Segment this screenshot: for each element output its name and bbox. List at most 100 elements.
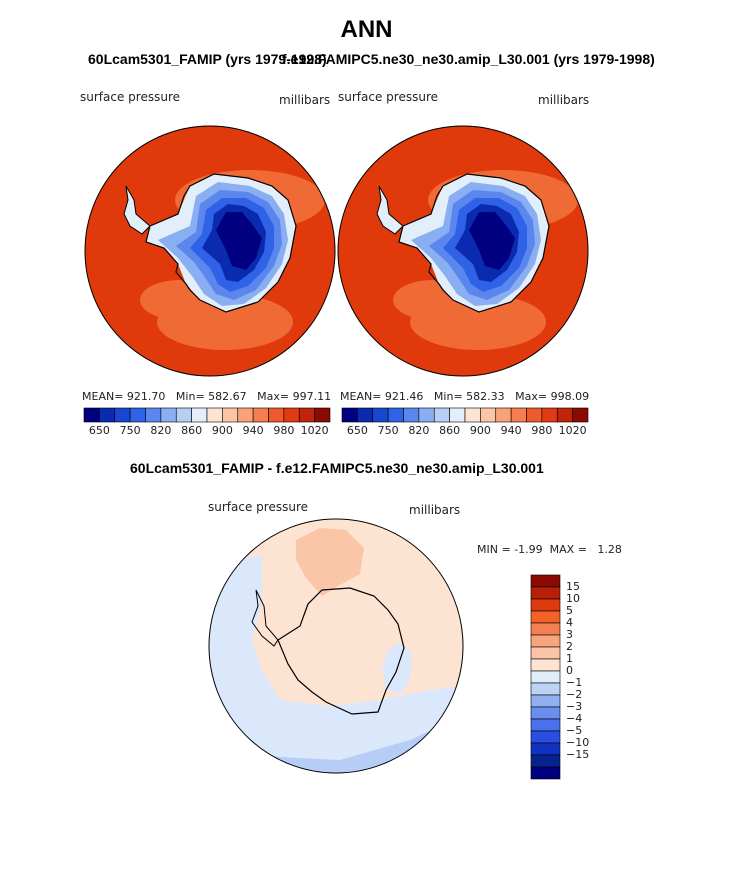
panel-1-units-label: millibars (279, 93, 331, 107)
colorbar-tick-label: 820 (408, 424, 430, 437)
colorbar-tick-label: 10 (566, 592, 580, 605)
colorbar-tick-label: 650 (346, 424, 368, 437)
colorbar-tick-label: 4 (566, 616, 573, 629)
colorbar-swatch (510, 407, 527, 423)
colorbar-tick-label: 750 (377, 424, 399, 437)
max-label: Max= (257, 390, 290, 403)
coastline (145, 173, 297, 313)
min-label: Min= (175, 390, 205, 403)
panel-2-variable-label: surface pressure (338, 90, 438, 104)
colorbar-swatch (530, 694, 561, 708)
colorbar-swatch (418, 407, 435, 423)
colorbar-swatch (530, 682, 561, 696)
colorbar-swatch (357, 407, 374, 423)
panel-1-stats: MEAN= 921.70 Min= 582.67 Max= 997.11 (82, 390, 331, 403)
continent-core (469, 212, 515, 270)
colorbar-tick-label: 1020 (558, 424, 587, 437)
max-value: 997.11 (292, 390, 332, 403)
colorbar-swatch (530, 658, 561, 672)
mean-label: MEAN= (82, 390, 124, 403)
panel-1-variable-label: surface pressure (80, 90, 180, 104)
panel-2-stats: MEAN= 921.46 Min= 582.33 Max= 998.09 (340, 390, 589, 403)
colorbar-swatch (530, 622, 561, 636)
colorbar-swatch (530, 706, 561, 720)
colorbar-panel-2 (341, 407, 589, 423)
colorbar-swatch (314, 407, 331, 423)
colorbar-swatch (449, 407, 466, 423)
colorbar-tick-label: 750 (119, 424, 141, 437)
peninsula-coastline (376, 185, 404, 235)
colorbar-tick-label: −1 (566, 676, 583, 689)
colorbar-tick-label: 820 (150, 424, 172, 437)
colorbar-tick-label: 5 (566, 604, 573, 617)
colorbar-swatch (530, 754, 561, 768)
colorbar-swatch (495, 407, 512, 423)
colorbar-tick-label: 940 (500, 424, 522, 437)
colorbar-swatch (268, 407, 285, 423)
colorbar-swatch (252, 407, 269, 423)
colorbar-swatch (530, 670, 561, 684)
panel-2-units-label: millibars (538, 93, 590, 107)
colorbar-swatch (530, 766, 561, 780)
colorbar-swatch (99, 407, 116, 423)
peninsula-coastline (251, 589, 279, 647)
colorbar-swatch (572, 407, 589, 423)
colorbar-swatch (556, 407, 573, 423)
min-value: 582.67 (208, 390, 247, 403)
diff-max-value: 1.28 (597, 543, 622, 556)
colorbar-swatch (129, 407, 146, 423)
coastline (277, 587, 405, 715)
colorbar-tick-label: 15 (566, 580, 580, 593)
mean-value: 921.70 (126, 390, 166, 403)
colorbar-swatch (298, 407, 315, 423)
colorbar-swatch (387, 407, 404, 423)
colorbar-swatch (283, 407, 300, 423)
colorbar-tick-label: 860 (439, 424, 461, 437)
colorbar-tick-label: 2 (566, 640, 573, 653)
colorbar-tick-label: 860 (181, 424, 203, 437)
max-label: Max= (515, 390, 548, 403)
colorbar-tick-label: −4 (566, 712, 583, 725)
colorbar-tick-label: −10 (566, 736, 590, 749)
diff-max-label: MAX = (549, 543, 587, 556)
colorbar-swatch (530, 730, 561, 744)
diff-case-title: 60Lcam5301_FAMIP - f.e12.FAMIPC5.ne30_ne… (130, 460, 544, 476)
colorbar-tick-label: 980 (273, 424, 295, 437)
colorbar-swatch (530, 718, 561, 732)
colorbar-tick-label: 3 (566, 628, 573, 641)
diff-negative-field (209, 556, 463, 773)
colorbar-tick-label: −5 (566, 724, 583, 737)
colorbar-swatch (530, 586, 561, 600)
min-value: 582.33 (466, 390, 505, 403)
colorbar-tick-label: −3 (566, 700, 583, 713)
colorbar-tick-label: 980 (531, 424, 553, 437)
figure-title: ANN (340, 16, 393, 43)
colorbar-panel-1 (83, 407, 331, 423)
colorbar-tick-label: −15 (566, 748, 590, 761)
colorbar-swatch (237, 407, 254, 423)
colorbar-swatch (206, 407, 223, 423)
colorbar-swatch (403, 407, 420, 423)
colorbar-swatch (530, 598, 561, 612)
diff-min-label: MIN = (477, 543, 511, 556)
colorbar-tick-label: 900 (469, 424, 491, 437)
colorbar-swatch (433, 407, 450, 423)
diff-min-value: -1.99 (514, 543, 543, 556)
colorbar-tick-label: 1020 (300, 424, 329, 437)
map-diff-field (209, 519, 463, 773)
colorbar-swatch (83, 407, 100, 423)
colorbar-swatch (341, 407, 358, 423)
colorbar-swatch (530, 574, 561, 588)
colorbar-tick-label: 1 (566, 652, 573, 665)
peninsula-coastline (123, 185, 151, 235)
colorbar-tick-label: −2 (566, 688, 583, 701)
colorbar-swatch (160, 407, 177, 423)
colorbar-swatch (191, 407, 208, 423)
colorbar-tick-label: 650 (88, 424, 110, 437)
continent-core (216, 212, 262, 270)
colorbar-swatch (114, 407, 131, 423)
colorbar-swatch (480, 407, 497, 423)
diff-units-label: millibars (409, 503, 461, 517)
colorbar-swatch (530, 610, 561, 624)
